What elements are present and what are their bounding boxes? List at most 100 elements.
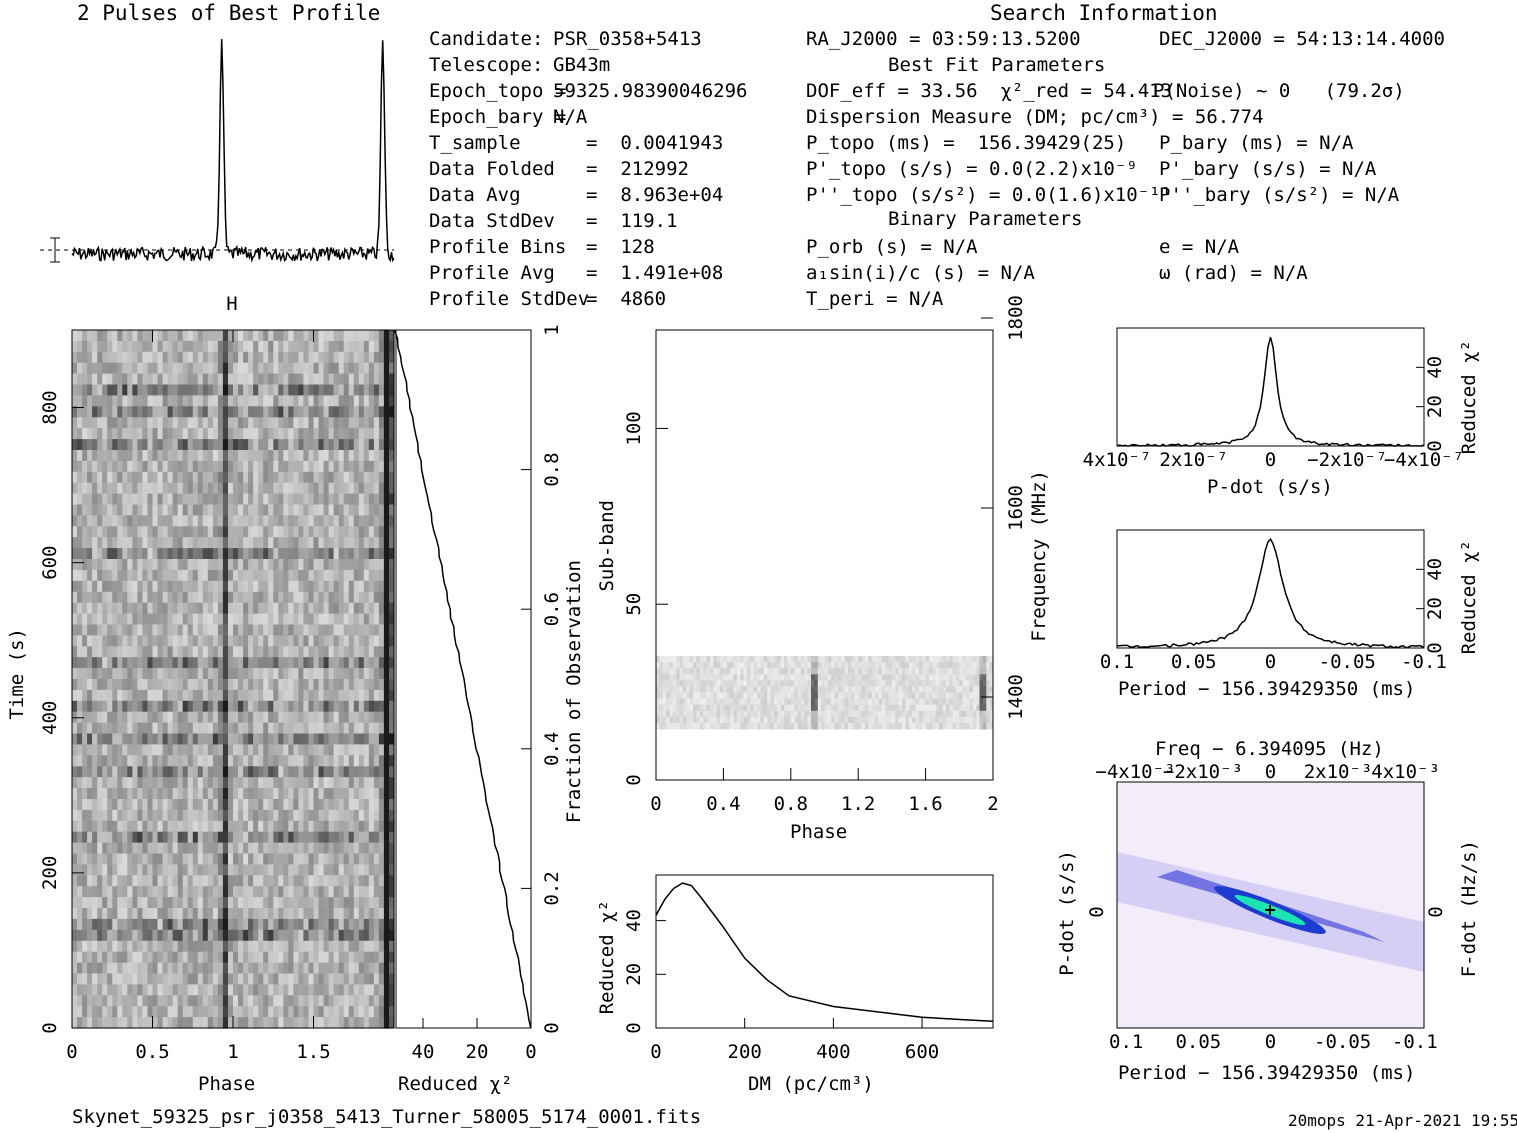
heatmap-cell <box>268 689 274 702</box>
heatmap-cell <box>172 373 179 386</box>
heatmap-cell <box>182 777 189 789</box>
time-tick-label: 400 <box>39 701 61 735</box>
heatmap-cell <box>122 668 128 680</box>
heatmap-cell <box>132 962 138 975</box>
heatmap-cell <box>318 755 325 767</box>
heatmap-cell <box>248 362 254 375</box>
heatmap-cell <box>77 940 83 953</box>
heatmap-cell <box>87 1017 93 1029</box>
heatmap-cell <box>172 504 179 516</box>
heatmap-cell <box>389 831 395 844</box>
heatmap-cell <box>363 417 370 429</box>
heatmap-cell <box>222 657 229 669</box>
heatmap-cell <box>137 450 143 462</box>
heatmap-cell <box>187 973 194 985</box>
heatmap-cell <box>122 689 128 702</box>
heatmap-cell <box>348 428 355 440</box>
heatmap-cell <box>157 330 164 342</box>
heatmap-cell <box>258 766 264 778</box>
subband-cell <box>696 674 701 681</box>
heatmap-cell <box>278 820 284 833</box>
heatmap-cell <box>132 711 138 724</box>
heatmap-cell <box>253 929 259 942</box>
heatmap-cell <box>383 918 390 931</box>
heatmap-cell <box>343 733 350 745</box>
heatmap-cell <box>152 450 159 462</box>
subband-cell <box>942 674 947 681</box>
subband-cell <box>797 698 802 706</box>
heatmap-cell <box>348 962 355 975</box>
heatmap-cell <box>192 995 199 1007</box>
heatmap-cell <box>177 373 184 386</box>
heatmap-cell <box>182 984 189 996</box>
heatmap-cell <box>323 406 330 418</box>
subband-cell <box>736 692 741 700</box>
subband-cell <box>939 668 943 675</box>
heatmap-cell <box>162 428 169 440</box>
info-value: = 128 <box>586 236 655 258</box>
heatmap-cell <box>147 471 154 484</box>
heatmap-cell <box>353 515 360 527</box>
heatmap-cell <box>268 700 274 713</box>
heatmap-cell <box>383 820 390 833</box>
heatmap-cell <box>197 689 204 702</box>
heatmap-cell <box>197 679 204 691</box>
subband-cell <box>912 674 916 681</box>
heatmap-cell <box>313 831 320 844</box>
heatmap-cell <box>222 929 229 942</box>
heatmap-cell <box>97 984 103 996</box>
heatmap-cell <box>177 1006 184 1018</box>
redchi-frame <box>395 329 532 1029</box>
heatmap-cell <box>363 679 370 691</box>
heatmap-cell <box>238 940 244 953</box>
heatmap-cell <box>102 526 108 538</box>
subband-cell <box>881 662 886 669</box>
subband-cell <box>955 674 960 681</box>
subband-cell <box>976 668 981 675</box>
info-value: = 0.0041943 <box>586 132 724 154</box>
subband-cell <box>733 674 738 681</box>
heatmap-cell <box>343 657 350 669</box>
heatmap-cell <box>112 340 118 353</box>
heatmap-cell <box>328 918 335 931</box>
heatmap-cell <box>373 744 380 756</box>
subband-cell <box>861 692 866 700</box>
subband-cell <box>878 668 883 675</box>
heatmap-cell <box>238 351 244 364</box>
heatmap-cell <box>162 569 169 582</box>
heatmap-cell <box>238 733 244 745</box>
heatmap-cell <box>253 668 259 680</box>
subband-cell <box>763 674 768 681</box>
heatmap-cell <box>273 929 279 942</box>
heatmap-cell <box>328 777 335 789</box>
heatmap-cell <box>112 679 118 691</box>
heatmap-cell <box>233 864 239 876</box>
heatmap-cell <box>243 602 249 615</box>
heatmap-cell <box>358 864 365 876</box>
heatmap-cell <box>212 460 219 473</box>
heatmap-cell <box>233 984 239 996</box>
heatmap-cell <box>308 406 315 418</box>
heatmap-cell <box>248 722 254 735</box>
subband-cell <box>881 680 886 687</box>
heatmap-cell <box>363 515 370 527</box>
heatmap-cell <box>117 679 123 691</box>
heatmap-cell <box>72 362 78 375</box>
heatmap-cell <box>368 689 375 702</box>
heatmap-cell <box>298 591 304 604</box>
heatmap-cell <box>383 853 390 865</box>
heatmap-cell <box>202 777 209 789</box>
heatmap-cell <box>142 951 148 964</box>
heatmap-cell <box>87 439 93 451</box>
heatmap-cell <box>177 569 184 582</box>
heatmap-cell <box>172 962 179 975</box>
subband-cell <box>780 692 785 700</box>
heatmap-cell <box>87 569 93 582</box>
heatmap-cell <box>288 548 294 560</box>
heatmap-cell <box>122 744 128 756</box>
heatmap-cell <box>343 908 350 920</box>
heatmap-cell <box>373 679 380 691</box>
heatmap-cell <box>92 962 98 975</box>
subband-cell <box>888 692 893 700</box>
heatmap-cell <box>117 831 123 844</box>
